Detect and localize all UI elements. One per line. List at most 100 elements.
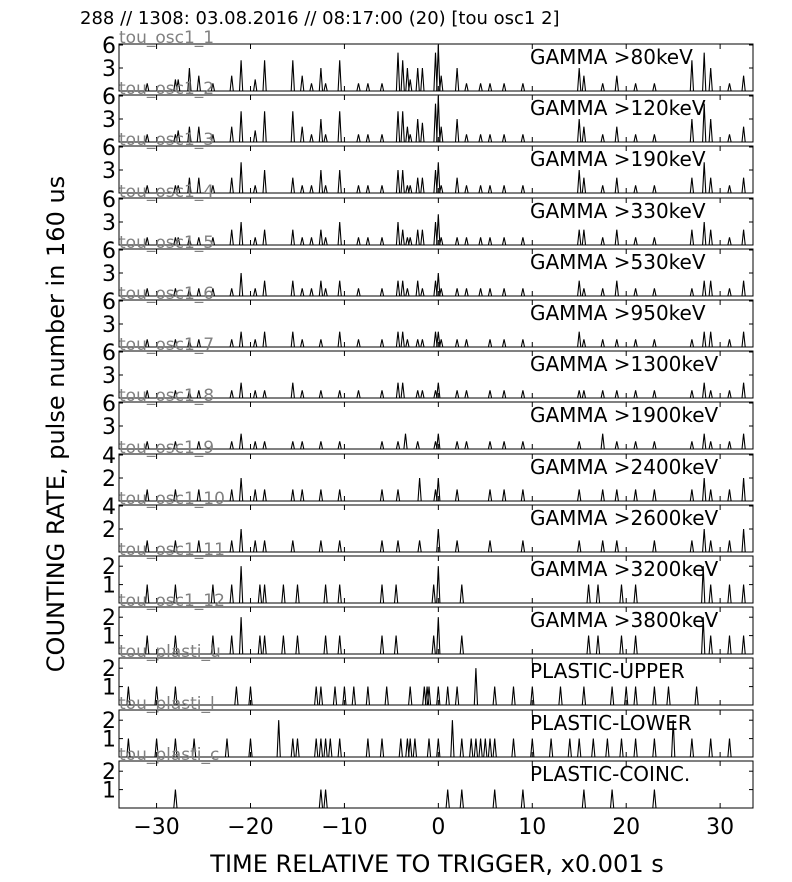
data-spike bbox=[248, 738, 253, 758]
data-spike bbox=[210, 635, 216, 655]
data-spike bbox=[356, 134, 361, 143]
data-spike bbox=[633, 83, 638, 92]
panel-tou_plasti_c: 12 PLASTIC-COINC. tou_plasti_c bbox=[102, 745, 754, 809]
data-spike bbox=[379, 738, 385, 758]
data-spike bbox=[600, 540, 605, 553]
data-spike bbox=[487, 738, 493, 758]
channel-label: tou_osc1_3 bbox=[119, 130, 214, 150]
data-spike bbox=[323, 237, 328, 246]
data-spike bbox=[400, 169, 405, 194]
data-spike bbox=[600, 288, 605, 297]
data-spike bbox=[405, 339, 410, 348]
data-spike bbox=[609, 686, 615, 706]
data-spike bbox=[577, 118, 582, 143]
data-spike bbox=[492, 686, 497, 706]
data-spike bbox=[395, 221, 401, 246]
data-spike bbox=[290, 111, 295, 143]
data-spike bbox=[581, 126, 587, 143]
data-spike bbox=[379, 134, 385, 143]
data-spike bbox=[520, 789, 526, 809]
data-spike bbox=[652, 83, 657, 92]
data-spike bbox=[520, 134, 526, 143]
data-spike bbox=[126, 686, 131, 706]
data-spike bbox=[417, 477, 422, 502]
data-spike bbox=[400, 382, 405, 399]
data-spike bbox=[666, 686, 671, 706]
data-spike bbox=[741, 280, 746, 297]
data-spike bbox=[520, 489, 526, 502]
panel-label: GAMMA >330keV bbox=[530, 199, 706, 223]
data-spike bbox=[689, 489, 695, 502]
panel-frame bbox=[118, 657, 754, 706]
data-spike bbox=[210, 288, 216, 297]
data-spike bbox=[581, 75, 587, 92]
data-spike bbox=[262, 229, 267, 246]
data-spike bbox=[379, 584, 385, 604]
data-spike bbox=[614, 280, 619, 297]
data-spike bbox=[609, 789, 615, 809]
data-spike bbox=[379, 288, 385, 297]
data-spike bbox=[459, 584, 464, 604]
data-spike bbox=[415, 280, 420, 297]
data-spike bbox=[520, 540, 526, 553]
data-spike bbox=[300, 75, 305, 92]
data-spike bbox=[614, 390, 619, 399]
data-spike bbox=[727, 185, 732, 194]
data-spike bbox=[454, 237, 460, 246]
data-spike bbox=[173, 635, 178, 655]
panel-label: GAMMA >3800keV bbox=[530, 608, 719, 632]
data-spike bbox=[145, 441, 150, 450]
data-spike bbox=[405, 185, 410, 194]
data-spike bbox=[384, 686, 389, 706]
data-spike bbox=[300, 339, 305, 348]
data-spike bbox=[689, 390, 695, 399]
data-spike bbox=[689, 738, 695, 758]
data-spike bbox=[577, 67, 582, 92]
data-spike bbox=[689, 229, 695, 246]
data-spike bbox=[262, 540, 267, 553]
data-spike bbox=[420, 67, 425, 92]
data-spike bbox=[741, 75, 746, 92]
data-spike bbox=[173, 79, 178, 92]
data-spike bbox=[600, 489, 605, 502]
data-spike bbox=[356, 288, 361, 297]
data-spike bbox=[464, 83, 469, 92]
panel-tou_osc1_1: 36 GAMMA >80keV tou_osc1_1 bbox=[102, 28, 754, 92]
data-spike bbox=[196, 288, 201, 297]
x-axis-label: TIME RELATIVE TO TRIGGER, x0.001 s bbox=[210, 850, 664, 878]
data-spike bbox=[405, 288, 410, 297]
x-tick-label: 10 bbox=[518, 815, 546, 840]
y-tick-label: 1 bbox=[102, 779, 116, 804]
data-spike bbox=[173, 390, 178, 399]
data-spike bbox=[295, 584, 300, 604]
data-spike bbox=[173, 540, 178, 553]
data-spike bbox=[464, 288, 469, 297]
data-spike bbox=[478, 288, 483, 297]
data-spike bbox=[356, 83, 361, 92]
data-spike bbox=[318, 738, 324, 758]
data-spike bbox=[224, 738, 230, 758]
data-spike bbox=[436, 477, 441, 502]
data-spike bbox=[300, 126, 305, 143]
data-spike bbox=[741, 382, 746, 399]
data-spike bbox=[253, 288, 258, 297]
data-spike bbox=[318, 686, 324, 706]
data-spike bbox=[408, 79, 413, 92]
data-spike bbox=[741, 635, 746, 655]
data-spike bbox=[439, 237, 444, 246]
data-spike bbox=[614, 489, 619, 502]
data-spike bbox=[337, 489, 342, 502]
data-spike bbox=[253, 441, 258, 450]
data-spike bbox=[415, 339, 420, 348]
data-spike bbox=[229, 489, 234, 502]
data-spike bbox=[337, 441, 342, 450]
y-tick-label: 1 bbox=[102, 625, 116, 650]
data-spike bbox=[318, 169, 324, 194]
data-spike bbox=[436, 686, 441, 706]
data-spike bbox=[318, 67, 324, 92]
channel-label: tou_osc1_7 bbox=[119, 335, 214, 355]
data-spike bbox=[633, 237, 638, 246]
data-spike bbox=[290, 441, 295, 450]
data-spike bbox=[187, 237, 192, 246]
